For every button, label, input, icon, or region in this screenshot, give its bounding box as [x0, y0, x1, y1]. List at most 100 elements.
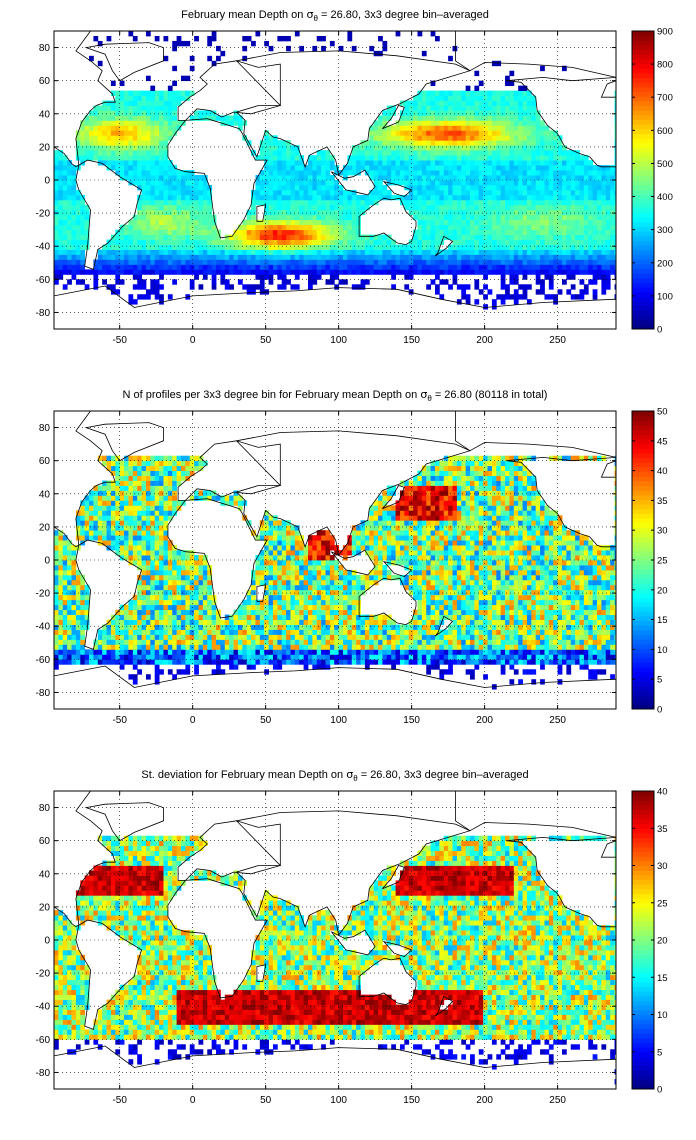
heatmap-cell — [84, 584, 90, 591]
heatmap-cell — [391, 239, 396, 245]
heatmap-cell — [299, 160, 305, 166]
heatmap-cell — [413, 194, 418, 201]
heatmap-cell — [154, 239, 160, 245]
heatmap-cell — [417, 95, 423, 101]
heatmap-cell — [141, 530, 147, 536]
heatmap-cell — [159, 274, 164, 280]
heatmap-cell — [255, 155, 261, 161]
heatmap-cell — [154, 674, 160, 680]
heatmap-cell — [150, 170, 156, 176]
heatmap-cell — [430, 100, 436, 106]
heatmap-cell — [93, 259, 99, 265]
heatmap-cell — [115, 649, 121, 655]
heatmap-cell — [605, 199, 611, 206]
heatmap-cell — [413, 204, 418, 211]
heatmap-cell — [610, 234, 615, 240]
heatmap-cell — [150, 555, 156, 561]
heatmap-cell — [80, 619, 86, 625]
colorbar-swatch — [632, 156, 654, 162]
heatmap-cell — [540, 120, 545, 126]
heatmap-cell — [281, 234, 287, 240]
heatmap-cell — [259, 175, 265, 181]
heatmap-cell — [202, 224, 208, 231]
heatmap-cell — [80, 194, 86, 201]
heatmap-cell — [154, 120, 160, 126]
colorbar-swatch — [632, 128, 654, 134]
heatmap-cell — [58, 624, 64, 630]
heatmap-cell — [513, 125, 519, 131]
heatmap-cell — [202, 599, 208, 606]
heatmap-cell — [417, 254, 423, 260]
heatmap-cell — [408, 145, 414, 151]
heatmap-cell — [202, 649, 208, 655]
heatmap-cell — [62, 574, 68, 581]
heatmap-cell — [386, 254, 392, 260]
heatmap-cell — [421, 155, 427, 161]
heatmap-cell — [522, 125, 528, 131]
heatmap-cell — [570, 204, 576, 211]
heatmap-cell — [588, 170, 594, 176]
heatmap-cell — [150, 644, 156, 650]
heatmap-cell — [487, 184, 493, 191]
heatmap-cell — [487, 105, 493, 111]
heatmap-cell — [185, 244, 191, 250]
heatmap-cell — [312, 269, 318, 275]
heatmap-cell — [181, 569, 186, 576]
heatmap-cell — [281, 189, 287, 196]
heatmap-cell — [347, 35, 353, 42]
heatmap-cell — [163, 609, 169, 616]
heatmap-cell — [67, 639, 72, 645]
heatmap-cell — [496, 180, 502, 186]
heatmap-cell — [478, 95, 484, 101]
heatmap-cell — [470, 150, 475, 156]
heatmap-cell — [216, 259, 221, 265]
heatmap-cell — [62, 194, 68, 201]
heatmap-cell — [487, 155, 493, 161]
heatmap-cell — [575, 269, 580, 275]
heatmap-cell — [145, 560, 151, 566]
heatmap-cell — [202, 175, 208, 181]
heatmap-cell — [71, 165, 77, 171]
heatmap-cell — [54, 254, 59, 260]
colorbar-swatch — [632, 31, 654, 37]
heatmap-cell — [540, 184, 545, 191]
heatmap-cell — [124, 490, 129, 496]
heatmap-cell — [259, 189, 265, 196]
heatmap-cell — [62, 599, 68, 606]
heatmap-cell — [150, 569, 156, 576]
heatmap-cell — [110, 490, 116, 496]
heatmap-cell — [128, 614, 134, 620]
heatmap-cell — [176, 259, 182, 265]
heatmap-cell — [150, 545, 156, 551]
heatmap-cell — [500, 120, 506, 126]
heatmap-cell — [75, 654, 81, 660]
heatmap-cell — [553, 184, 559, 191]
heatmap-cell — [281, 279, 287, 285]
heatmap-cell — [198, 219, 204, 226]
heatmap-cell — [518, 105, 523, 111]
heatmap-cell — [141, 505, 147, 511]
heatmap-cell — [312, 254, 318, 260]
heatmap-cell — [605, 209, 611, 216]
heatmap-cell — [312, 165, 318, 171]
heatmap-cell — [181, 624, 186, 630]
heatmap-cell — [255, 199, 261, 206]
heatmap-cell — [500, 259, 506, 265]
heatmap-cell — [329, 249, 335, 255]
heatmap-cell — [181, 589, 186, 596]
heatmap-cell — [360, 259, 366, 265]
heatmap-cell — [202, 619, 208, 625]
heatmap-cell — [470, 224, 475, 231]
heatmap-cell — [294, 160, 300, 166]
heatmap-cell — [128, 644, 134, 650]
heatmap-cell — [597, 214, 602, 221]
heatmap-cell — [347, 234, 353, 240]
heatmap-cell — [172, 175, 178, 181]
heatmap-cell — [132, 604, 138, 611]
heatmap-cell — [325, 259, 331, 265]
heatmap-cell — [518, 130, 523, 136]
heatmap-cell — [145, 125, 151, 131]
heatmap-cell — [207, 234, 213, 240]
heatmap-cell — [150, 530, 156, 536]
heatmap-cell — [518, 180, 523, 186]
